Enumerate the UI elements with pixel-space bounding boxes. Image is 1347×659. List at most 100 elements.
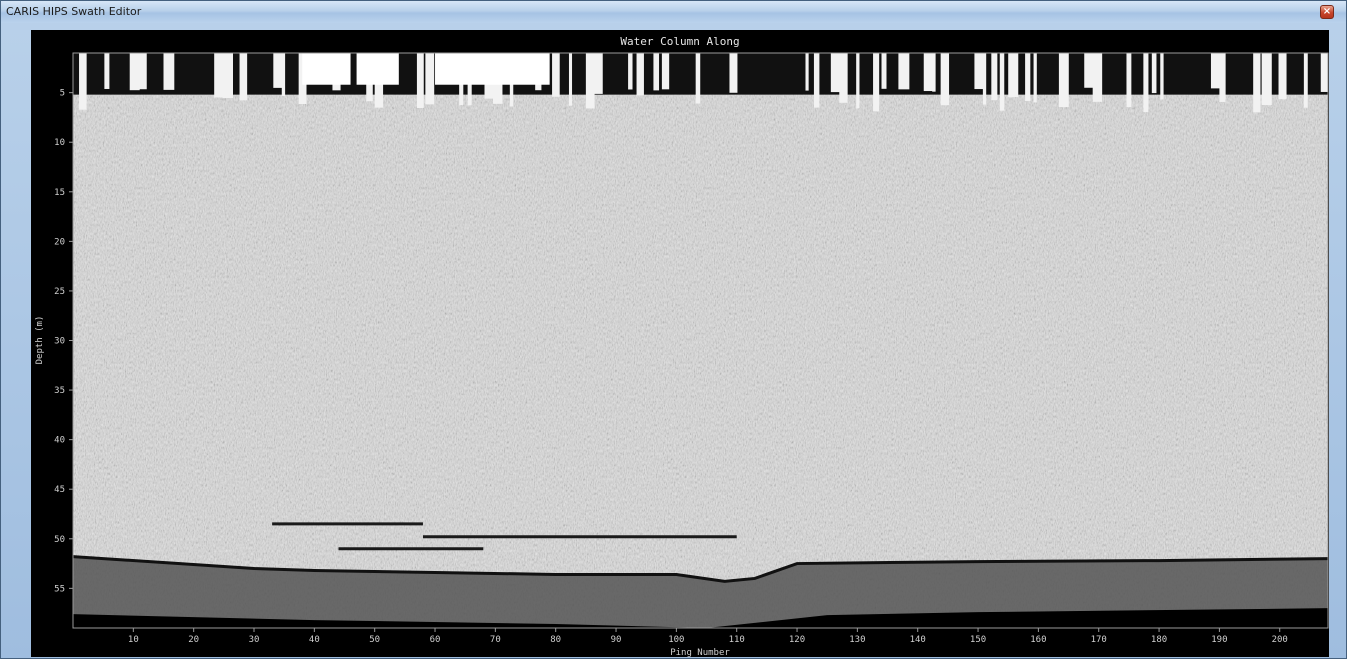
y-axis-label: Depth (m) <box>35 316 45 365</box>
window-title: CARIS HIPS Swath Editor <box>6 5 142 18</box>
y-tick-label: 30 <box>54 337 65 347</box>
surface-spike <box>1320 53 1328 92</box>
surface-spike <box>1261 53 1272 106</box>
y-tick-label: 10 <box>54 138 65 148</box>
x-tick-label: 190 <box>1211 635 1227 645</box>
surface-spike <box>79 53 87 110</box>
surface-spike <box>695 53 701 104</box>
surface-spike <box>653 53 660 91</box>
water-column-plot: Water Column Along 10 20 30 40 50 6 <box>31 30 1329 657</box>
y-tick-label: 20 <box>54 237 65 247</box>
surface-spike <box>239 53 248 101</box>
surface-spike <box>940 53 950 106</box>
surface-spike <box>839 53 848 103</box>
water-column-chart[interactable]: 10 20 30 40 50 60 70 80 90 100 110 120 130 140 150 160 1… <box>31 30 1329 657</box>
surface-spike <box>813 53 820 108</box>
surface-spike <box>1253 53 1261 113</box>
surface-spike <box>830 53 841 93</box>
surface-spike <box>104 53 110 89</box>
surface-spike <box>585 53 595 109</box>
surface-spike <box>552 53 560 97</box>
surface-spike <box>1058 53 1069 108</box>
x-tick-label: 20 <box>188 635 199 645</box>
x-tick-label: 200 <box>1272 635 1288 645</box>
x-tick-label: 50 <box>369 635 380 645</box>
surface-spike <box>1151 53 1157 94</box>
surface-spike <box>1303 53 1308 108</box>
surface-spike <box>881 53 887 89</box>
surface-spike <box>1143 53 1149 113</box>
x-axis: 10 20 30 40 50 60 70 80 90 100 110 120 130 140 150 160 1… <box>128 628 1288 645</box>
x-tick-label: 80 <box>550 635 561 645</box>
y-tick-label: 55 <box>54 584 65 594</box>
x-tick-label: 110 <box>729 635 745 645</box>
no-data-band <box>73 608 1328 628</box>
surface-spike <box>1126 53 1132 108</box>
x-tick-label: 30 <box>249 635 260 645</box>
y-tick-label: 50 <box>54 535 65 545</box>
surface-spike <box>923 53 934 92</box>
surface-spike <box>1025 53 1031 102</box>
surface-bright-block <box>435 53 550 85</box>
surface-bright-block <box>302 53 351 85</box>
surface-spike <box>982 53 987 105</box>
x-tick-label: 40 <box>309 635 320 645</box>
surface-spike <box>898 53 910 90</box>
surface-spike <box>138 53 147 90</box>
x-axis-label: Ping Number <box>670 648 730 657</box>
x-tick-label: 140 <box>910 635 926 645</box>
surface-spike <box>1092 53 1103 102</box>
surface-bright-block <box>356 53 399 85</box>
title-bar[interactable]: CARIS HIPS Swath Editor × <box>1 1 1346 23</box>
surface-spike <box>1033 53 1037 103</box>
surface-spike <box>1219 53 1226 102</box>
x-tick-label: 100 <box>668 635 684 645</box>
surface-spike <box>991 53 998 101</box>
surface-spike <box>222 53 233 99</box>
surface-spike <box>1008 53 1019 98</box>
surface-spike <box>1160 53 1164 100</box>
y-tick-label: 5 <box>60 89 65 99</box>
x-tick-label: 160 <box>1030 635 1046 645</box>
x-tick-label: 130 <box>849 635 865 645</box>
y-tick-label: 15 <box>54 188 65 198</box>
surface-spike <box>805 53 809 91</box>
surface-spike <box>163 53 175 90</box>
surface-spike <box>568 53 573 106</box>
x-tick-label: 180 <box>1151 635 1167 645</box>
y-tick-label: 40 <box>54 436 65 446</box>
close-icon[interactable]: × <box>1320 5 1334 19</box>
x-tick-label: 70 <box>490 635 501 645</box>
surface-spike <box>1210 53 1221 89</box>
surface-spike <box>661 53 670 90</box>
x-tick-label: 170 <box>1091 635 1107 645</box>
surface-spike <box>999 53 1005 111</box>
surface-spike <box>974 53 984 90</box>
y-axis: 5 10 15 20 25 30 35 40 45 50 55 <box>54 89 73 594</box>
surface-spike <box>273 53 285 88</box>
surface-spike <box>594 53 603 94</box>
plot-area <box>73 53 1328 628</box>
surface-spike <box>214 53 225 98</box>
y-tick-label: 45 <box>54 485 65 495</box>
surface-spike <box>1278 53 1287 100</box>
surface-noise-band <box>73 53 1328 95</box>
surface-spike <box>425 53 435 105</box>
x-tick-label: 90 <box>611 635 622 645</box>
backscatter-texture <box>73 53 1328 628</box>
x-tick-label: 10 <box>128 635 139 645</box>
x-tick-label: 120 <box>789 635 805 645</box>
surface-spike <box>932 53 936 92</box>
surface-spike <box>856 53 860 109</box>
x-tick-label: 150 <box>970 635 986 645</box>
plot-title: Water Column Along <box>620 35 740 48</box>
x-tick-label: 60 <box>430 635 441 645</box>
y-tick-label: 25 <box>54 287 65 297</box>
surface-spike <box>1084 53 1095 88</box>
seafloor-line <box>73 555 1328 583</box>
seabed-region <box>73 556 1328 628</box>
surface-spike <box>636 53 644 96</box>
surface-spike <box>416 53 424 108</box>
surface-spike <box>628 53 633 90</box>
